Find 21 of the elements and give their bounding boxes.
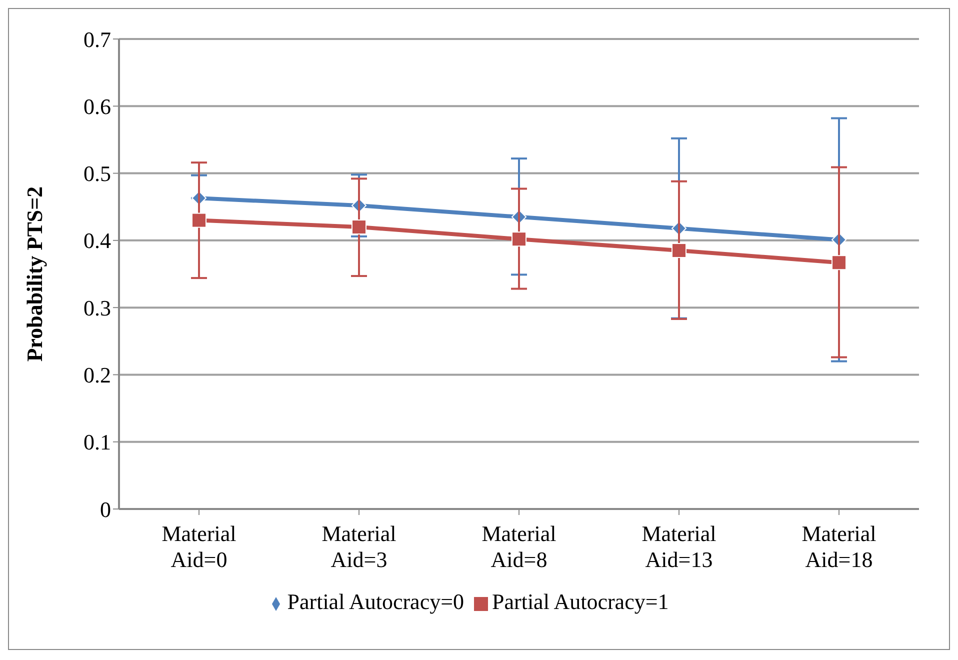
x-tick-label: Material Aid=13 bbox=[642, 521, 716, 572]
y-tick-label: 0 bbox=[100, 496, 111, 522]
y-tick-label: 0.5 bbox=[84, 161, 111, 186]
point bbox=[672, 243, 686, 258]
y-axis-title: Probability PTS=2 bbox=[22, 186, 47, 362]
y-tick-label: 0.6 bbox=[84, 94, 111, 119]
y-tick-label: 0.1 bbox=[84, 430, 111, 455]
legend-label: Partial Autocracy=1 bbox=[492, 589, 669, 614]
legend-label: Partial Autocracy=0 bbox=[287, 589, 464, 614]
x-tick-label: Material Aid=8 bbox=[482, 521, 556, 572]
point bbox=[192, 212, 206, 228]
x-tick-label: Material Aid=3 bbox=[322, 521, 396, 572]
point bbox=[832, 255, 846, 270]
point bbox=[512, 232, 526, 247]
x-tick-label: Material Aid=0 bbox=[162, 521, 236, 572]
y-tick-label: 0.3 bbox=[84, 295, 111, 320]
x-tick-label: Material Aid=18 bbox=[802, 521, 876, 572]
y-tick-label: 0.2 bbox=[84, 362, 111, 388]
point bbox=[352, 220, 366, 234]
y-tick-label: 0.4 bbox=[84, 228, 111, 254]
y-tick-label: 0.7 bbox=[84, 26, 111, 52]
